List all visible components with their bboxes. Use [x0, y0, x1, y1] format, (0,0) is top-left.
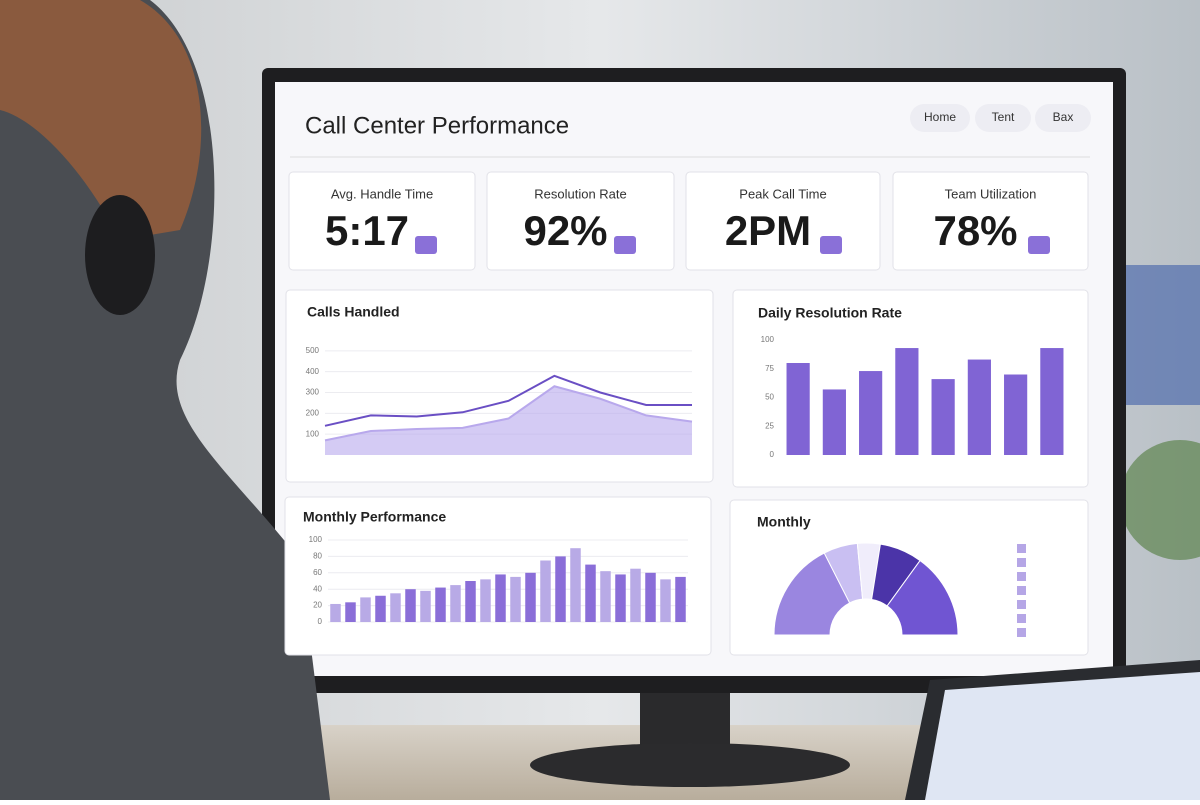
bar	[585, 564, 596, 622]
bar	[822, 389, 846, 455]
panel-title: Monthly	[757, 514, 811, 530]
bar	[645, 572, 656, 622]
kpi-value: 92%	[523, 207, 607, 254]
bar	[630, 568, 641, 622]
y-tick-label: 0	[318, 617, 323, 626]
legend-swatch	[1017, 558, 1026, 567]
kpi-icon	[415, 236, 437, 254]
bar	[390, 593, 401, 622]
nav-label[interactable]: Tent	[992, 110, 1015, 124]
plant	[1120, 440, 1200, 560]
y-tick-label: 200	[306, 408, 320, 417]
person-hair	[0, 0, 202, 240]
kpi-label: Resolution Rate	[534, 186, 627, 201]
legend-swatch	[1017, 628, 1026, 637]
kpi-value: 5:17	[325, 207, 409, 254]
bar	[330, 603, 341, 622]
area	[325, 386, 692, 455]
monitor-base	[530, 743, 850, 787]
legend-swatch	[1017, 572, 1026, 581]
panel-title: Monthly Performance	[303, 509, 446, 525]
y-tick-label: 0	[770, 450, 775, 459]
bar	[895, 348, 919, 455]
bar	[615, 574, 626, 622]
kpi-label: Avg. Handle Time	[331, 186, 433, 201]
kpi-value: 2PM	[725, 207, 811, 254]
bar	[510, 576, 521, 622]
donut-segment	[886, 559, 959, 636]
nav-button[interactable]	[1035, 104, 1091, 132]
kpi-label: Team Utilization	[945, 186, 1037, 201]
nav-button[interactable]	[910, 104, 970, 132]
bar	[859, 371, 883, 455]
y-tick-label: 500	[306, 346, 320, 355]
y-tick-label: 75	[765, 364, 774, 373]
kpi-icon	[820, 236, 842, 254]
person	[0, 0, 330, 800]
bar	[480, 579, 491, 622]
kpi-icon	[614, 236, 636, 254]
bar	[465, 581, 476, 622]
nav-label[interactable]: Home	[924, 110, 956, 124]
y-tick-label: 20	[313, 601, 322, 610]
y-tick-label: 80	[313, 552, 322, 561]
y-tick-label: 100	[306, 429, 320, 438]
bar	[345, 602, 356, 622]
kpi-value: 78%	[933, 207, 1017, 254]
bar	[555, 556, 566, 622]
panel-title: Daily Resolution Rate	[758, 305, 902, 321]
legend-swatch	[1017, 600, 1026, 609]
bar	[1004, 374, 1028, 455]
y-tick-label: 60	[313, 568, 322, 577]
bar	[1040, 348, 1064, 455]
y-tick-label: 40	[313, 584, 322, 593]
y-tick-label: 100	[309, 535, 323, 544]
monitor-neck	[640, 690, 730, 750]
bar	[525, 572, 536, 622]
bar	[405, 589, 416, 622]
donut-segment	[773, 552, 851, 636]
legend-swatch	[1017, 544, 1026, 553]
bar	[967, 359, 991, 455]
bar	[360, 597, 371, 622]
y-tick-label: 50	[765, 393, 774, 402]
line	[324, 374, 692, 427]
bar	[420, 590, 431, 622]
page-title: Call Center Performance	[305, 112, 569, 139]
kpi-label: Peak Call Time	[739, 186, 826, 201]
bar	[570, 548, 581, 622]
bar	[495, 574, 506, 622]
line	[324, 385, 693, 442]
dashboard: Call Center Performance Home Tent Bax Avg. …	[284, 104, 1091, 656]
bar	[540, 560, 551, 622]
bar	[660, 579, 671, 622]
bar	[931, 379, 955, 455]
panel-title: Calls Handled	[307, 304, 400, 320]
background-window	[1125, 265, 1200, 405]
headset	[85, 195, 155, 315]
y-tick-label: 400	[306, 367, 320, 376]
laptop-screen	[925, 672, 1200, 800]
bar	[435, 587, 446, 622]
nav-label[interactable]: Bax	[1053, 110, 1074, 124]
kpi-icon	[1028, 236, 1050, 254]
y-tick-label: 300	[306, 388, 320, 397]
legend-swatch	[1017, 614, 1026, 623]
bar	[786, 363, 810, 455]
y-tick-label: 25	[765, 421, 774, 430]
bar	[600, 571, 611, 622]
bar	[375, 595, 386, 622]
nav-button[interactable]	[975, 104, 1031, 132]
bar	[450, 585, 461, 622]
legend-swatch	[1017, 586, 1026, 595]
y-tick-label: 100	[761, 335, 775, 344]
bar	[675, 576, 686, 622]
